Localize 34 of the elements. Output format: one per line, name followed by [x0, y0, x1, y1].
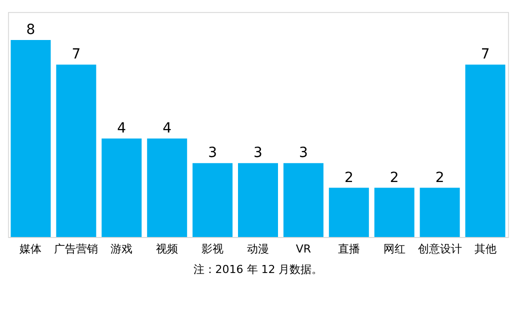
data-label: 3: [254, 145, 262, 162]
data-label: 3: [298, 145, 308, 162]
bar: [102, 138, 142, 237]
x-tick-label: 网红: [383, 242, 406, 256]
x-tick-label: 直播: [338, 242, 360, 256]
bar: [374, 188, 414, 237]
bar: [56, 64, 96, 237]
bar: [420, 188, 460, 237]
bar: [465, 64, 506, 237]
data-label: 3: [208, 145, 218, 162]
data-label: 2: [344, 170, 354, 186]
bar: [328, 188, 369, 237]
x-tick-label: 广告营销: [54, 242, 98, 256]
x-tick-label: 游戏: [110, 242, 133, 256]
data-label: 2: [435, 170, 444, 186]
x-tick-label: 动漫: [247, 242, 269, 256]
text: 注：2016 年 12 月数据。: [193, 263, 323, 276]
data-label: 7: [480, 46, 490, 63]
x-tick-label: 影视: [202, 242, 224, 256]
x-tick-label: 视频: [156, 242, 178, 256]
data-label: 4: [117, 120, 126, 136]
x-tick-label: 媒体: [20, 242, 42, 256]
x-tick-label: 创意设计: [418, 242, 462, 256]
bar: [238, 163, 278, 237]
x-tick-label: 其他: [474, 242, 496, 256]
x-tick-label: VR: [296, 242, 312, 256]
data-label: 4: [162, 120, 172, 136]
bar: [147, 138, 188, 237]
data-label: 7: [72, 46, 81, 63]
bar: [192, 163, 233, 237]
bar: [10, 40, 51, 237]
data-label: 2: [390, 170, 399, 186]
bar: [283, 163, 324, 237]
data-label: 8: [26, 22, 36, 38]
